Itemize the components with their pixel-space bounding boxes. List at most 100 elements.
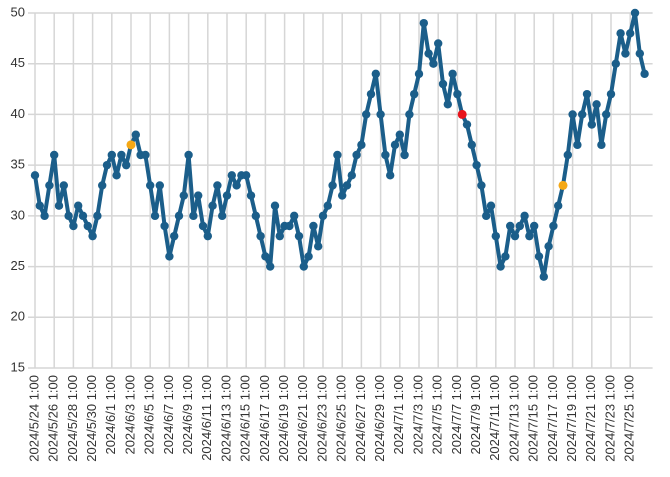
x-tick-label: 2024/6/11 1:00 [199, 375, 214, 461]
data-point [578, 110, 587, 119]
data-point [208, 201, 217, 210]
data-point [309, 221, 318, 231]
data-point [606, 89, 616, 99]
x-tick-label: 2024/7/23 1:00 [602, 375, 617, 462]
y-tick-label: 30 [11, 207, 25, 222]
data-point [395, 130, 404, 139]
data-point [582, 89, 592, 99]
data-point [563, 150, 572, 160]
data-point [376, 110, 385, 119]
data-point [69, 221, 78, 231]
data-point [381, 150, 390, 160]
data-point [501, 252, 510, 261]
data-point [515, 221, 524, 231]
highlight-point [457, 109, 467, 119]
data-point [482, 211, 491, 221]
data-point [597, 140, 606, 150]
x-tick-label: 2024/7/1 1:00 [391, 375, 406, 455]
x-tick-label: 2024/6/25 1:00 [334, 375, 349, 462]
x-tick-label: 2024/7/15 1:00 [526, 375, 541, 462]
data-point [486, 201, 496, 210]
x-tick-label: 2024/6/13 1:00 [218, 375, 233, 462]
data-point [242, 171, 251, 180]
x-tick-label: 2024/5/26 1:00 [46, 375, 61, 462]
data-point [35, 201, 44, 210]
data-point [165, 252, 174, 261]
data-point [342, 181, 352, 190]
data-point [592, 100, 601, 109]
y-tick-label: 15 [11, 359, 25, 374]
x-tick-label: 2024/7/11 1:00 [487, 375, 502, 461]
x-tick-label: 2024/6/5 1:00 [142, 375, 157, 455]
data-point [333, 150, 342, 160]
data-point [525, 231, 534, 241]
x-tick-label: 2024/6/21 1:00 [295, 375, 310, 462]
data-point [40, 211, 49, 221]
x-tick-label: 2024/6/1 1:00 [103, 375, 118, 455]
data-point [179, 191, 188, 200]
data-point [611, 59, 620, 68]
data-point [491, 231, 500, 241]
data-point [198, 221, 208, 231]
data-point [117, 150, 126, 160]
data-point [630, 8, 640, 18]
data-point [174, 211, 184, 221]
data-point [371, 69, 380, 79]
data-point [467, 140, 476, 150]
data-point [64, 211, 73, 221]
data-point [88, 231, 97, 241]
data-point [299, 262, 308, 271]
data-point [122, 160, 131, 170]
x-tick-label: 2024/7/5 1:00 [430, 375, 445, 455]
data-point [246, 191, 256, 200]
data-point [462, 120, 472, 129]
data-point [30, 171, 40, 180]
data-point [218, 211, 227, 221]
data-point [304, 252, 313, 261]
data-point [414, 69, 424, 79]
data-point [98, 181, 107, 190]
data-point [520, 211, 529, 221]
data-point [184, 150, 193, 160]
data-point [290, 211, 299, 221]
x-tick-label: 2024/6/19 1:00 [276, 375, 291, 462]
data-point [510, 231, 520, 241]
x-tick-label: 2024/7/21 1:00 [583, 375, 598, 462]
data-point [74, 201, 83, 210]
data-point [275, 231, 284, 241]
data-point [112, 171, 121, 180]
y-tick-label: 45 [11, 55, 25, 70]
data-point [366, 89, 376, 99]
data-point [434, 39, 443, 48]
data-point [146, 181, 155, 190]
data-point [352, 150, 361, 160]
x-tick-label: 2024/6/9 1:00 [180, 375, 195, 455]
data-point [160, 221, 169, 231]
data-point [477, 181, 486, 190]
data-point [222, 191, 232, 200]
data-point [573, 140, 582, 150]
x-tick-label: 2024/6/15 1:00 [238, 375, 253, 462]
data-point [150, 211, 160, 221]
data-point [50, 150, 59, 160]
x-tick-label: 2024/7/19 1:00 [564, 375, 579, 462]
x-tick-label: 2024/5/28 1:00 [65, 375, 80, 462]
data-point [261, 252, 270, 261]
data-point [424, 49, 433, 58]
y-tick-label: 20 [11, 309, 25, 324]
data-point [170, 231, 179, 241]
data-point [429, 59, 438, 68]
data-point [568, 110, 577, 119]
data-point [472, 160, 481, 170]
data-point [405, 110, 414, 119]
data-point [54, 201, 64, 210]
data-point [131, 130, 140, 139]
data-point [621, 49, 630, 58]
data-point [294, 231, 304, 241]
y-tick-label: 25 [11, 258, 25, 273]
data-point [400, 150, 409, 160]
data-point [270, 201, 280, 210]
x-tick-label: 2024/7/25 1:00 [622, 375, 637, 462]
data-point [544, 242, 553, 251]
